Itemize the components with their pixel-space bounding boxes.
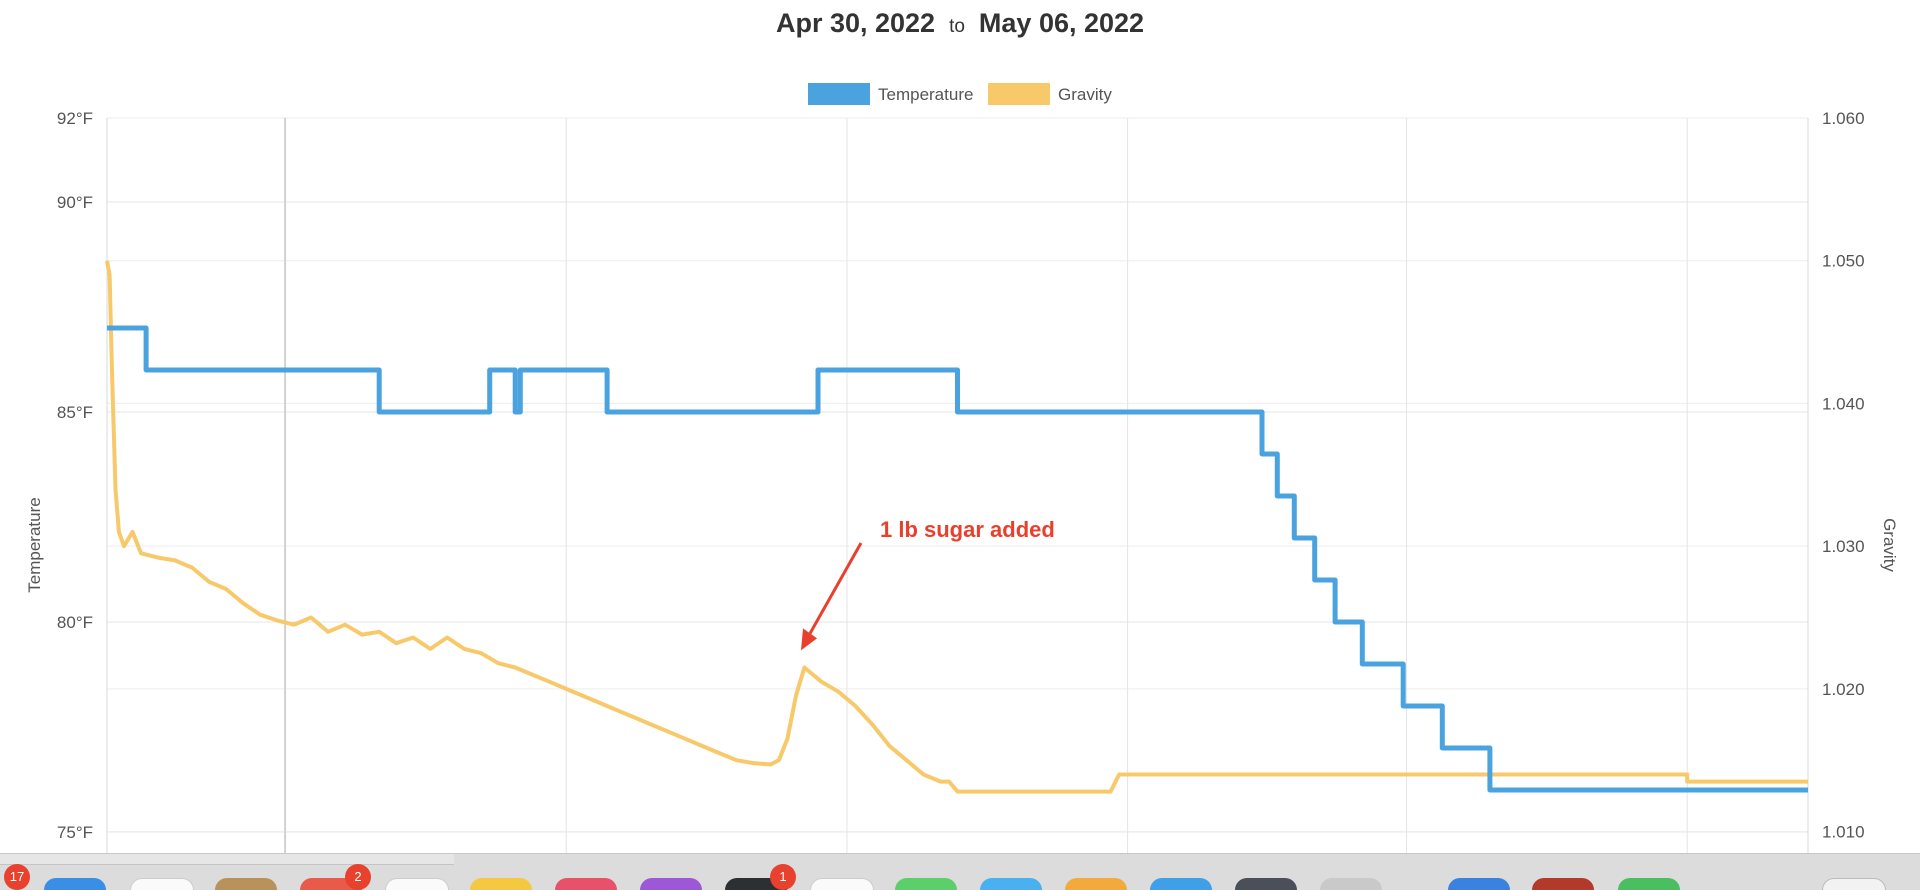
fermentation-chart: 92°F 90°F 85°F 80°F 75°F 1.060 1.050 1.040 1.030… (25, 83, 1899, 853)
legend-swatch-gravity (988, 83, 1050, 105)
calendar-app-icon[interactable] (385, 878, 449, 890)
podcasts-app-icon[interactable] (640, 878, 702, 890)
finder-app-icon[interactable] (1320, 878, 1382, 890)
stickies-app-icon[interactable] (470, 878, 532, 890)
annotation-text: 1 lb sugar added (880, 517, 1055, 542)
app-store-icon[interactable] (980, 878, 1042, 890)
macos-dock: 17 2 1 (0, 853, 1920, 890)
from-date: Apr 30, 2022 (775, 8, 936, 38)
photos-app-icon[interactable] (130, 878, 194, 890)
legend-swatch-temperature (808, 83, 870, 105)
y-tick-label: 90°F (57, 193, 93, 212)
trash-icon[interactable] (1822, 878, 1886, 890)
mail-app-icon[interactable] (1150, 878, 1212, 890)
series-line-temperature (107, 325, 1808, 793)
acrobat-app-icon[interactable] (1532, 878, 1594, 890)
folder-icon[interactable] (1448, 878, 1510, 890)
maps-app-icon[interactable] (44, 878, 106, 890)
notification-badge: 2 (345, 864, 371, 890)
y2-tick-label: 1.030 (1822, 537, 1865, 556)
to-date: May 06, 2022 (978, 8, 1145, 38)
y2-axis-title: Gravity (1880, 518, 1899, 572)
legend-label-gravity: Gravity (1058, 85, 1112, 104)
safari-app-icon[interactable] (810, 878, 874, 890)
y-tick-label: 92°F (57, 109, 93, 128)
music-app-icon[interactable] (555, 878, 617, 890)
y-axis-title: Temperature (25, 497, 44, 592)
series-line-gravity (105, 260, 1808, 794)
background-window-strip (0, 854, 454, 865)
date-range-title: Apr 30, 2022 to May 06, 2022 (0, 8, 1920, 39)
notification-badge: 1 (770, 864, 796, 890)
y-tick-label: 75°F (57, 823, 93, 842)
y2-tick-label: 1.010 (1822, 823, 1865, 842)
annotation-arrow-head (801, 628, 818, 651)
notification-badge: 17 (4, 864, 30, 890)
notes-app-icon[interactable] (215, 878, 277, 890)
y-tick-label: 80°F (57, 613, 93, 632)
legend-label-temperature: Temperature (878, 85, 973, 104)
y2-tick-label: 1.020 (1822, 680, 1865, 699)
y2-tick-label: 1.040 (1822, 394, 1865, 413)
settings-app-icon[interactable] (1235, 878, 1297, 890)
y2-tick-label: 1.050 (1822, 252, 1865, 271)
date-separator: to (949, 16, 965, 37)
books-app-icon[interactable] (1065, 878, 1127, 890)
facetime-app-icon[interactable] (895, 878, 957, 890)
y2-tick-label: 1.060 (1822, 109, 1865, 128)
annotation-arrow-shaft (803, 542, 863, 644)
y-tick-label: 85°F (57, 403, 93, 422)
spotify-app-icon[interactable] (1618, 878, 1680, 890)
